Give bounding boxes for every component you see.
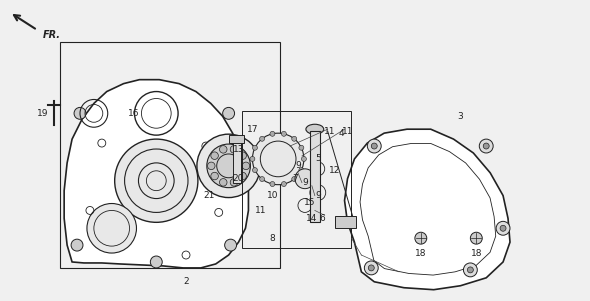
Text: 9: 9 [302,178,308,187]
Bar [335,216,356,228]
Text: 20: 20 [233,174,244,183]
Circle shape [71,239,83,251]
Polygon shape [64,80,248,268]
Circle shape [242,162,250,170]
Ellipse shape [306,124,324,134]
Bar [228,135,244,143]
Text: 17: 17 [247,125,258,134]
Circle shape [222,107,235,119]
Circle shape [239,172,247,180]
Circle shape [365,261,378,275]
Circle shape [208,162,215,170]
Text: 11: 11 [324,127,336,136]
Circle shape [211,172,218,180]
Text: 18: 18 [471,249,482,258]
Text: 11: 11 [342,127,353,136]
Circle shape [253,168,257,172]
Circle shape [483,143,489,149]
Text: 9: 9 [295,161,301,170]
Bar [242,111,352,248]
Circle shape [239,152,247,160]
Circle shape [260,136,264,141]
Circle shape [295,169,315,189]
Text: 9: 9 [315,191,320,200]
Text: FR.: FR. [42,30,60,40]
Text: 2: 2 [183,277,189,286]
Bar [60,42,280,268]
Circle shape [270,131,275,136]
Bar [310,131,320,222]
Circle shape [87,203,136,253]
Circle shape [230,146,238,153]
Circle shape [114,139,198,222]
Circle shape [74,107,86,119]
Circle shape [281,131,286,136]
Text: 4: 4 [339,129,345,138]
Text: 16: 16 [128,109,139,118]
Circle shape [291,136,297,141]
Bar [232,141,241,183]
Text: 5: 5 [315,154,320,163]
Text: 11: 11 [254,206,266,215]
Circle shape [230,178,238,186]
Circle shape [470,232,482,244]
Circle shape [467,267,473,273]
Circle shape [301,157,306,161]
Circle shape [260,177,264,182]
Circle shape [253,145,257,150]
Circle shape [150,256,162,268]
Circle shape [479,139,493,153]
Text: 18: 18 [415,249,427,258]
Text: 21: 21 [203,191,215,200]
Circle shape [197,134,260,197]
Circle shape [299,145,304,150]
Circle shape [299,168,304,172]
Circle shape [496,221,510,235]
Circle shape [270,182,275,187]
Circle shape [368,139,381,153]
Circle shape [219,178,227,186]
Circle shape [253,133,304,185]
Circle shape [368,265,374,271]
Text: 7: 7 [292,174,298,183]
Circle shape [250,157,255,161]
Circle shape [291,177,297,182]
Circle shape [225,239,237,251]
Text: 6: 6 [319,214,324,223]
Circle shape [371,143,377,149]
Text: 8: 8 [270,234,275,243]
Text: 10: 10 [267,191,278,200]
Text: 12: 12 [329,166,340,175]
Circle shape [219,146,227,153]
Circle shape [211,152,218,160]
Circle shape [281,182,286,187]
Text: 19: 19 [37,109,48,118]
Polygon shape [345,129,510,290]
Circle shape [207,144,250,188]
Text: 15: 15 [304,198,316,207]
Text: 14: 14 [306,214,317,223]
Circle shape [415,232,427,244]
Circle shape [463,263,477,277]
Text: 3: 3 [458,112,463,121]
Circle shape [500,225,506,231]
Text: 13: 13 [233,144,244,154]
